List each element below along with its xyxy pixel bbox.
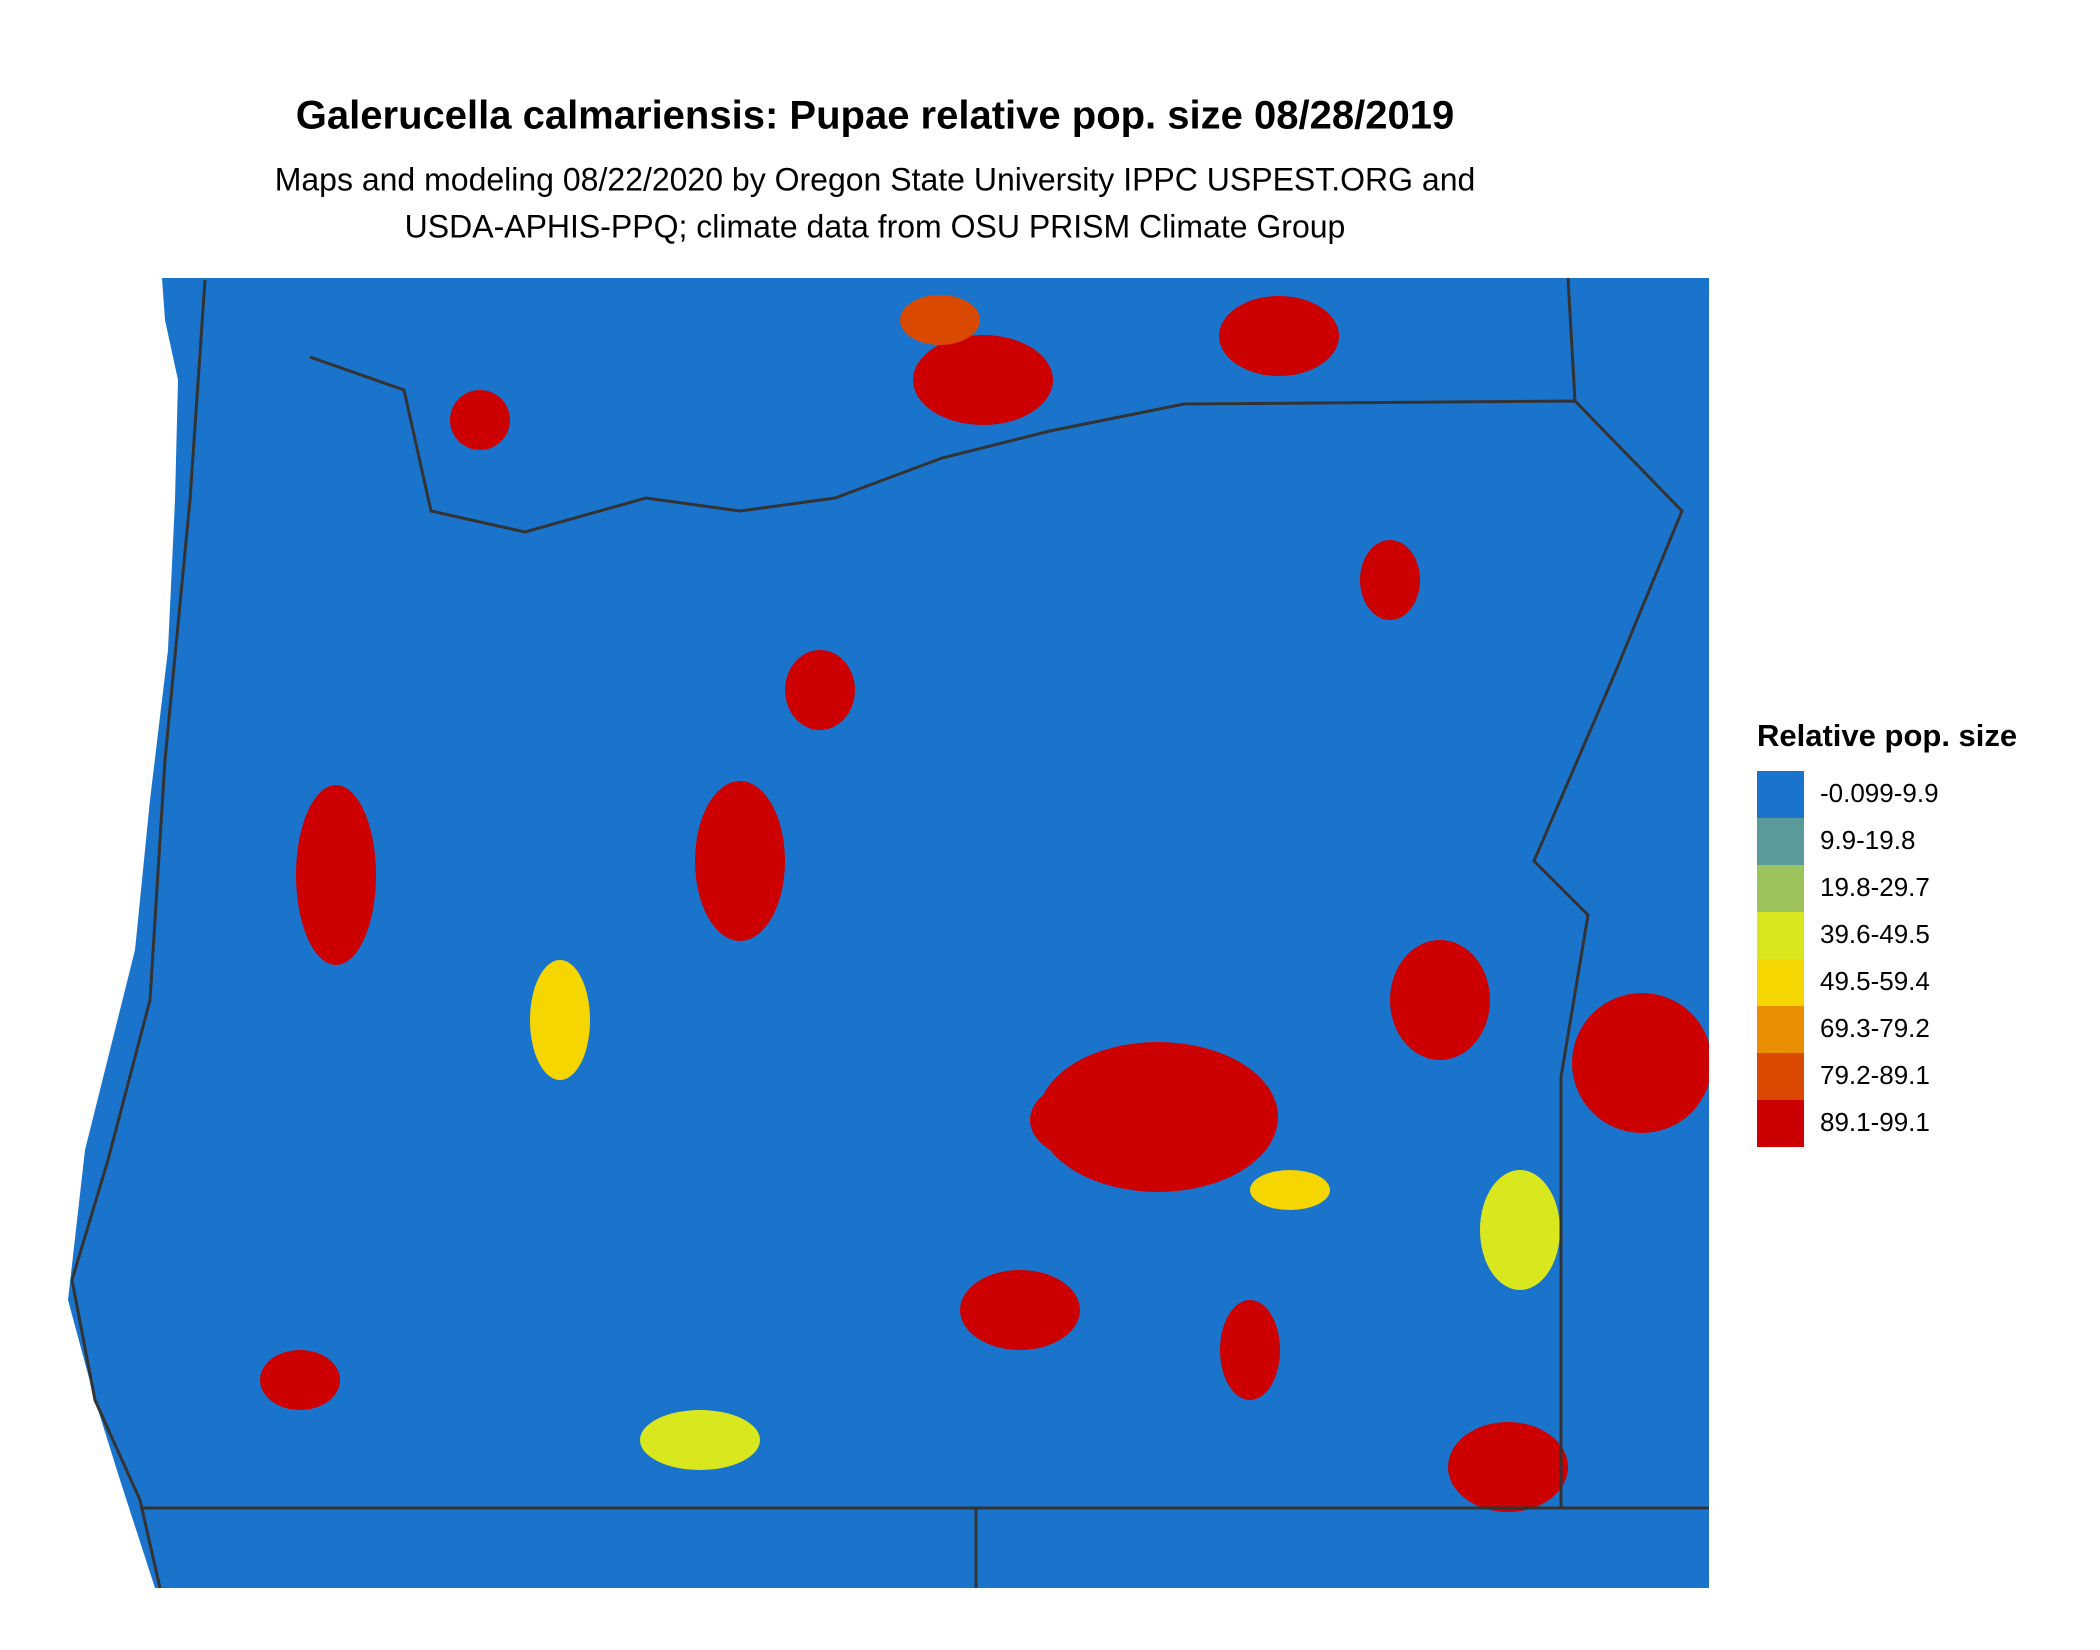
map-title: Galerucella calmariensis: Pupae relative…	[296, 94, 1454, 138]
legend-label: 49.5-59.4	[1820, 966, 1930, 996]
legend-swatch	[1757, 865, 1804, 912]
legend-label: -0.099-9.9	[1820, 778, 1939, 808]
legend-title: Relative pop. size	[1757, 718, 2017, 753]
legend-label: 79.2-89.1	[1820, 1060, 1930, 1090]
legend-swatch	[1757, 818, 1804, 865]
legend-swatch	[1757, 912, 1804, 959]
boundaries	[70, 277, 1709, 1589]
legend-label: 39.6-49.5	[1820, 919, 1930, 949]
legend: Relative pop. size -0.099-9.9 9.9-19.8 19.…	[1757, 718, 2017, 1147]
legend-swatch	[1757, 959, 1804, 1006]
legend-swatch	[1757, 1006, 1804, 1053]
state-border	[309, 355, 1684, 1508]
legend-swatch	[1757, 771, 1804, 818]
legend-label: 89.1-99.1	[1820, 1107, 1930, 1137]
legend-label: 69.3-79.2	[1820, 1013, 1930, 1043]
state-border	[140, 277, 1709, 1588]
legend-swatch	[1757, 1100, 1804, 1147]
map-raster	[68, 278, 1709, 1588]
coastline	[70, 279, 207, 1589]
map-subtitle: Maps and modeling 08/22/2020 by Oregon S…	[275, 161, 1476, 197]
map-subtitle: USDA-APHIS-PPQ; climate data from OSU PR…	[405, 208, 1346, 244]
legend-label: 9.9-19.8	[1820, 825, 1915, 855]
legend-swatch	[1757, 1053, 1804, 1100]
legend-label: 19.8-29.7	[1820, 872, 1930, 902]
